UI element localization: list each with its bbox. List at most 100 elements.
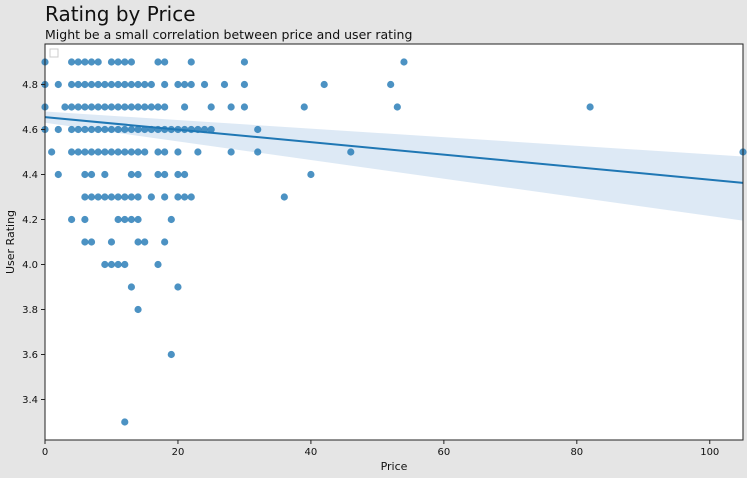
data-point <box>307 170 315 179</box>
data-point <box>134 238 142 246</box>
data-point <box>101 260 109 269</box>
data-point <box>114 148 122 156</box>
data-point <box>101 170 109 179</box>
confidence-band-area <box>45 111 743 221</box>
data-point <box>81 148 89 156</box>
data-point <box>81 193 89 201</box>
data-point <box>586 103 594 111</box>
data-point <box>134 80 142 89</box>
x-axis: 0 20 40 60 80 100 <box>42 440 719 458</box>
data-point <box>94 103 102 111</box>
data-point <box>154 170 162 179</box>
data-point <box>101 193 109 201</box>
data-point <box>121 215 129 224</box>
x-tick-label: 60 <box>437 447 450 458</box>
data-point <box>87 170 96 179</box>
data-point <box>121 418 129 426</box>
data-point <box>94 80 102 89</box>
data-point <box>127 170 136 179</box>
data-point <box>114 193 122 201</box>
data-point <box>74 80 82 89</box>
data-point <box>94 58 102 66</box>
data-point <box>240 103 249 111</box>
x-tick-label: 20 <box>172 447 185 458</box>
data-point <box>200 80 209 89</box>
data-point <box>154 260 162 269</box>
data-point <box>187 58 195 66</box>
data-point <box>61 103 69 111</box>
data-point <box>127 215 136 224</box>
data-point <box>107 80 116 89</box>
data-point <box>48 148 56 156</box>
data-point <box>74 125 82 134</box>
data-point <box>114 58 122 66</box>
data-point <box>167 350 175 359</box>
data-point <box>141 238 149 246</box>
data-point <box>147 193 155 201</box>
data-point <box>181 103 189 111</box>
x-tick-label: 100 <box>700 447 719 458</box>
y-tick-label: 4.8 <box>22 80 38 91</box>
data-point <box>121 58 129 66</box>
data-point <box>194 148 202 156</box>
confidence-band <box>45 111 743 221</box>
data-point <box>74 58 82 66</box>
data-point <box>220 80 229 89</box>
data-point <box>87 80 96 89</box>
data-point <box>347 148 355 156</box>
data-point <box>87 125 96 134</box>
y-axis-label: User Rating <box>4 210 17 274</box>
data-point <box>161 170 169 179</box>
data-point <box>107 103 116 111</box>
data-point <box>67 58 76 66</box>
data-point <box>81 80 89 89</box>
data-point <box>127 283 136 291</box>
regression-line-path <box>44 116 744 184</box>
data-point <box>121 148 129 156</box>
data-point <box>67 125 76 134</box>
data-point <box>147 103 155 111</box>
data-point <box>320 80 328 89</box>
data-point <box>54 80 62 89</box>
data-point <box>141 103 149 111</box>
y-tick-label: 3.8 <box>22 305 38 316</box>
data-point <box>134 125 142 134</box>
data-point <box>67 215 76 224</box>
data-point <box>127 148 136 156</box>
data-point <box>134 215 142 224</box>
data-point <box>174 170 182 179</box>
data-point <box>227 103 235 111</box>
data-point <box>74 103 82 111</box>
data-point <box>181 193 189 201</box>
data-point <box>161 238 169 246</box>
y-tick-label: 3.6 <box>22 350 38 361</box>
data-point <box>134 193 142 201</box>
data-point <box>54 125 62 134</box>
data-point <box>174 148 182 156</box>
data-point <box>81 170 89 179</box>
data-point <box>87 58 96 66</box>
data-point <box>174 283 182 291</box>
data-point <box>81 238 89 246</box>
data-point <box>161 148 169 156</box>
data-point <box>107 58 116 66</box>
data-point <box>127 80 136 89</box>
data-point <box>141 125 149 134</box>
data-point <box>87 238 96 246</box>
data-point <box>127 125 136 134</box>
data-point <box>101 80 109 89</box>
y-tick-label: 4.6 <box>22 125 38 136</box>
data-point <box>81 103 89 111</box>
data-point <box>254 125 262 134</box>
data-point <box>121 80 129 89</box>
data-point <box>121 260 129 269</box>
x-tick-label: 0 <box>42 447 48 458</box>
data-point <box>67 80 76 89</box>
data-point <box>240 80 249 89</box>
data-point <box>134 103 142 111</box>
data-point <box>207 125 215 134</box>
data-point <box>154 58 162 66</box>
data-point <box>181 80 189 89</box>
data-point <box>280 193 288 201</box>
